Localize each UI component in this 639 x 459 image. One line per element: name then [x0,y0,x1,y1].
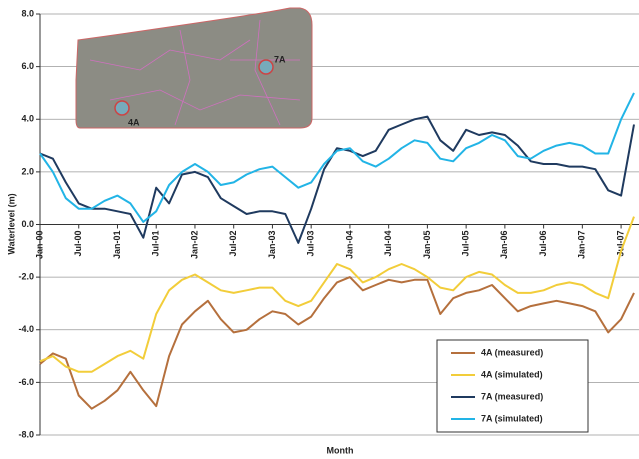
x-tick-label: Jul-01 [151,231,161,257]
map-shape [76,8,312,128]
x-tick-label: Jul-06 [538,231,548,257]
chart: 8.0 6.0 4.0 2.0 0.0 -2.0 -4.0 -6.0 -8.0 Jan-00 Jul… [0,0,639,459]
x-tick-label: Jan-00 [34,231,44,260]
series-line [40,117,634,243]
x-tick-label: Jul-02 [228,231,238,257]
site-7a [259,60,273,74]
site-4a [115,101,129,115]
map-label: 4A [128,117,140,127]
legend-label: 7A (measured) [481,391,543,401]
y-tick-label: 4.0 [21,114,34,124]
x-tick-label: Jan-06 [499,231,509,260]
x-tick-label: Jan-04 [344,231,354,260]
y-axis-label: Waterlevel (m) [6,193,16,254]
legend-label: 4A (measured) [481,347,543,357]
x-tick-label: Jan-03 [267,231,277,260]
x-tick-label: Jan-02 [189,231,199,260]
page: 8.0 6.0 4.0 2.0 0.0 -2.0 -4.0 -6.0 -8.0 Jan-00 Jul… [0,0,639,459]
legend: 4A (measured) 4A (simulated) 7A (measured)… [437,340,588,432]
y-tick-label: -4.0 [18,324,34,334]
x-tick-label: Jan-07 [577,231,587,260]
y-tick-label: 2.0 [21,166,34,176]
legend-label: 4A (simulated) [481,369,543,379]
x-tick-label: Jul-04 [383,231,393,257]
x-tick-label: Jul-00 [73,231,83,257]
y-tick-label: -6.0 [18,377,34,387]
y-tick-label: 8.0 [21,8,34,18]
x-tick-label: Jan-01 [112,231,122,260]
map-inset: 4A 7A [76,8,312,128]
legend-label: 7A (simulated) [481,413,543,423]
y-tick-label: -8.0 [18,429,34,439]
x-tick-label: Jul-05 [461,231,471,257]
x-axis-label: Month [327,445,354,455]
y-tick-label: 0.0 [21,219,34,229]
x-tick-label: Jul-03 [306,231,316,257]
y-tick-label: 6.0 [21,61,34,71]
x-tick-label: Jan-05 [422,231,432,260]
y-tick-label: -2.0 [18,272,34,282]
map-label: 7A [274,54,286,64]
